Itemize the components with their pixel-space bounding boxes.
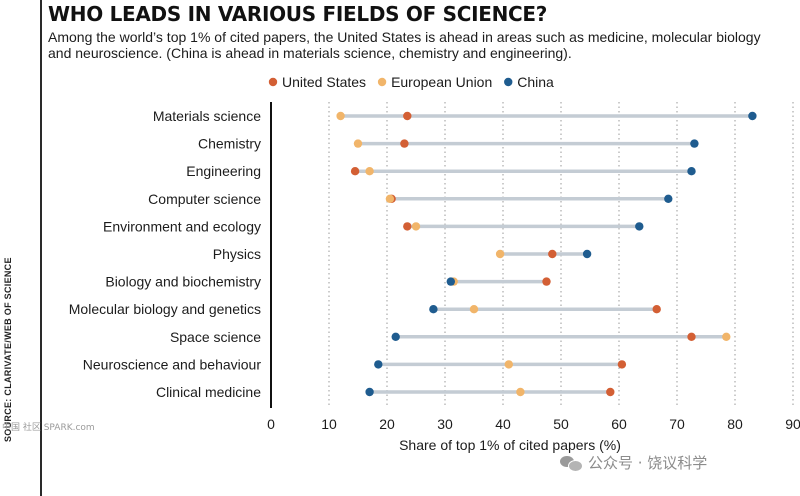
category-label-chemistry: Chemistry [198,136,261,152]
dot-china-environment-and-ecology [635,222,644,231]
legend-item-european-union: European Union [377,74,492,90]
chart-title: WHO LEADS IN VARIOUS FIELDS OF SCIENCE? [48,2,548,26]
category-label-computer-science: Computer science [148,191,261,207]
x-tick-40: 40 [495,416,511,432]
watermark-left: 中国 社区 SPARK.com [2,423,95,433]
x-tick-70: 70 [669,416,685,432]
dot-china-materials-science [748,111,757,121]
dot-china-neuroscience-and-behaviour [374,360,383,369]
row-clinical-medicine: Clinical medicine [156,384,615,400]
category-label-molecular-biology-and-genetics: Molecular biology and genetics [69,301,261,317]
dot-china-biology-and-biochemistry [446,277,455,286]
dot-china-engineering [687,167,696,176]
x-tick-30: 30 [437,416,453,432]
chart-rows: Materials science Chemistry Engineering Com… [69,108,757,400]
legend-item-united-states: United States [268,74,366,90]
category-label-environment-and-ecology: Environment and ecology [103,218,261,234]
dot-china-chemistry [690,139,699,148]
dot-united-states-engineering [350,167,360,176]
category-label-physics: Physics [213,246,261,262]
legend-marker-european-union [377,77,387,87]
watermark-right: 公众号 · 饶议科学 [560,452,707,473]
dot-european-union-neuroscience-and-behaviour [504,360,513,369]
dot-united-states-molecular-biology-and-genetics [652,305,661,314]
category-label-materials-science: Materials science [153,108,261,124]
row-molecular-biology-and-genetics: Molecular biology and genetics [69,301,661,317]
row-physics: Physics [213,246,592,262]
category-label-space-science: Space science [170,329,261,345]
chart-subtitle: Among the world’s top 1% of cited papers… [48,29,761,61]
row-biology-and-biochemistry: Biology and biochemistry [105,274,551,290]
x-axis-label: Share of top 1% of cited papers (%) [399,437,621,453]
dot-united-states-clinical-medicine [606,387,615,397]
category-label-neuroscience-and-behaviour: Neuroscience and behaviour [83,356,262,372]
wechat-icon [560,454,583,472]
dot-china-space-science [391,332,400,341]
dot-european-union-clinical-medicine [516,387,525,397]
grid-lines [328,102,794,408]
dot-european-union-chemistry [353,139,363,148]
row-chemistry: Chemistry [198,136,699,152]
legend-marker-united-states [268,77,278,87]
x-tick-80: 80 [727,416,743,432]
legend-label-china: China [517,74,554,90]
dot-china-molecular-biology-and-genetics [429,305,438,314]
dot-united-states-biology-and-biochemistry [542,277,551,286]
row-space-science: Space science [170,329,731,345]
dot-european-union-physics [495,249,505,259]
left-accent-rule [40,0,42,496]
x-tick-20: 20 [379,416,395,432]
category-label-clinical-medicine: Clinical medicine [156,384,261,400]
category-label-engineering: Engineering [186,163,261,179]
dot-european-union-computer-science [385,194,395,203]
row-materials-science: Materials science [153,108,757,124]
dot-european-union-materials-science [336,111,345,121]
dot-european-union-molecular-biology-and-genetics [469,305,479,314]
dot-european-union-space-science [722,332,731,341]
legend-item-china: China [504,74,554,90]
x-tick-labels: 0 10 20 30 40 50 60 70 80 90 [267,416,800,432]
x-tick-60: 60 [611,416,627,432]
dot-european-union-environment-and-ecology [411,222,421,231]
row-neuroscience-and-behaviour: Neuroscience and behaviour [83,356,627,372]
dot-united-states-physics [548,249,557,259]
watermark-right-text: 公众号 · 饶议科学 [588,454,708,472]
dot-united-states-space-science [687,332,696,341]
x-tick-50: 50 [553,416,569,432]
row-computer-science: Computer science [148,191,673,207]
category-label-biology-and-biochemistry: Biology and biochemistry [105,274,261,290]
dot-china-physics [582,249,592,259]
dot-united-states-environment-and-ecology [403,222,412,231]
row-engineering: Engineering [186,163,696,179]
x-tick-0: 0 [267,416,275,432]
dot-china-clinical-medicine [365,387,374,397]
x-tick-90: 90 [785,416,800,432]
legend-label-european-union: European Union [391,74,492,90]
dot-united-states-chemistry [400,139,409,148]
dot-china-computer-science [664,194,673,203]
legend-marker-china [504,77,513,87]
legend: United States European Union China [268,74,554,90]
dot-united-states-materials-science [403,111,412,121]
dot-european-union-engineering [365,167,374,176]
legend-label-united-states: United States [282,74,366,90]
x-tick-10: 10 [321,416,337,432]
row-environment-and-ecology: Environment and ecology [103,218,644,234]
dot-united-states-neuroscience-and-behaviour [617,360,627,369]
